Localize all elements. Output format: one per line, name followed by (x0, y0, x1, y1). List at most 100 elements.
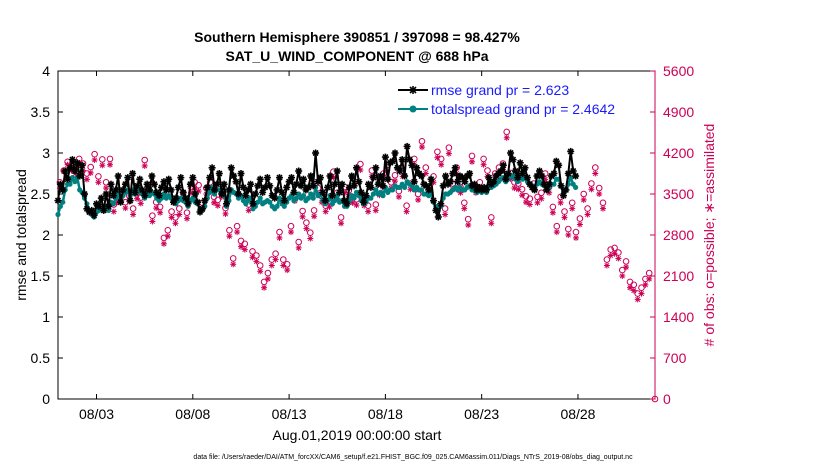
rmse-point (297, 182, 305, 190)
obs-possible-point (445, 144, 453, 151)
obs-assimilated-point (596, 191, 603, 197)
obs-assimilated-point (257, 268, 264, 275)
rmse-layer (54, 142, 580, 221)
obs-asterisk-stroke (276, 235, 283, 241)
obs-asterisk-stroke (623, 264, 629, 270)
rmse-marker-stroke (127, 197, 134, 204)
rmse-marker-stroke (206, 174, 213, 181)
rmse-point (227, 164, 235, 172)
rmse-marker-stroke (517, 159, 524, 166)
rmse-marker-stroke (83, 205, 90, 212)
obs-assimilated-point (130, 211, 137, 218)
obs-asterisk-stroke (226, 233, 232, 239)
rmse-marker-stroke (550, 170, 557, 177)
obs-asterisk-stroke (265, 276, 271, 282)
obs-asterisk-stroke (95, 179, 101, 185)
rmse-point (102, 190, 110, 198)
rmse-marker-stroke (187, 181, 194, 188)
rmse-marker-stroke (194, 199, 201, 206)
rmse-point (545, 180, 553, 188)
rmse-marker-stroke (139, 186, 146, 193)
y-axis-right-label: # of obs: o=possible; ∗=assimilated (701, 124, 717, 347)
obs-assimilated-point (110, 208, 117, 215)
obs-assimilated-point (615, 255, 622, 262)
obs-assimilated-point (284, 267, 291, 274)
obs-asterisk-stroke (161, 241, 167, 247)
rmse-point (276, 174, 283, 182)
rmse-point (331, 180, 339, 188)
obs-assimilated-point (561, 214, 568, 221)
rmse-point (126, 197, 134, 205)
rmse-point (225, 186, 233, 194)
obs-assimilated-point (103, 185, 110, 192)
rmse-marker-stroke (363, 192, 370, 199)
obs-asterisk-stroke (438, 162, 444, 168)
rmse-point (316, 174, 324, 182)
rmse-point (333, 167, 341, 175)
rmse-point (523, 174, 531, 182)
obs-possible-point (584, 205, 591, 212)
rmse-marker-stroke (384, 176, 391, 183)
rmse-point (384, 175, 392, 183)
obs-asterisk-stroke (646, 276, 652, 282)
obs-assimilated-point (164, 233, 171, 240)
rmse-marker-stroke (471, 181, 478, 188)
totalspread-point (267, 199, 273, 205)
x-tick-label: 08/03 (79, 406, 114, 422)
obs-assimilated-point (153, 205, 160, 212)
rmse-marker-stroke (485, 174, 492, 181)
obs-assimilated-point (503, 134, 510, 141)
rmse-marker-stroke (278, 189, 285, 196)
rmse-marker-stroke (336, 189, 343, 196)
rmse-marker-stroke (483, 186, 490, 193)
y-right-tick-label: 2800 (663, 227, 694, 243)
obs-assimilated-point (588, 186, 595, 193)
totalspread-point (368, 195, 374, 201)
rmse-marker-stroke (317, 174, 324, 181)
rmse-marker-stroke (399, 156, 406, 163)
obs-assimilated-point (303, 225, 310, 232)
obs-asterisk-stroke (615, 255, 621, 261)
rmse-point (514, 174, 522, 182)
rmse-marker-stroke (435, 213, 442, 221)
obs-asterisk-stroke (269, 262, 275, 269)
y-left-tick-label: 3 (42, 145, 50, 161)
rmse-point (215, 170, 223, 177)
obs-assimilated-point (211, 199, 217, 206)
rmse-point (146, 186, 153, 194)
rmse-marker-stroke (91, 212, 98, 219)
rmse-marker-stroke (225, 186, 232, 193)
obs-asterisk-stroke (442, 211, 448, 218)
obs-asterisk-stroke (99, 162, 105, 168)
obs-asterisk-stroke (138, 200, 144, 206)
rmse-point (312, 149, 320, 157)
obs-asterisk-stroke (280, 262, 286, 269)
obs-asterisk-stroke (558, 200, 564, 206)
y-right-tick-label: 3500 (663, 186, 694, 202)
rmse-marker-stroke (184, 200, 192, 207)
rmse-marker-stroke (339, 181, 346, 188)
rmse-marker-stroke (562, 186, 569, 193)
rmse-point (191, 190, 199, 198)
rmse-marker-stroke (211, 186, 218, 193)
rmse-point (425, 186, 433, 194)
rmse-marker-stroke (329, 192, 336, 199)
x-tick-label: 08/28 (560, 406, 595, 422)
rmse-marker-stroke (163, 186, 170, 193)
rmse-point (148, 172, 156, 180)
rmse-point (213, 180, 221, 188)
obs-possible-point (603, 256, 611, 263)
rmse-marker-stroke (247, 181, 254, 188)
totalspread-point (60, 199, 66, 205)
rmse-point (119, 186, 127, 194)
obs-assimilated-point (365, 208, 372, 215)
rmse-point (497, 167, 505, 175)
rmse-marker-stroke (276, 174, 283, 181)
obs-asterisk-stroke (604, 262, 610, 269)
rmse-point (124, 174, 132, 182)
obs-possible-point (214, 196, 222, 204)
rmse-point (186, 180, 194, 188)
rmse-point (189, 174, 197, 182)
rmse-marker-stroke (172, 195, 180, 202)
